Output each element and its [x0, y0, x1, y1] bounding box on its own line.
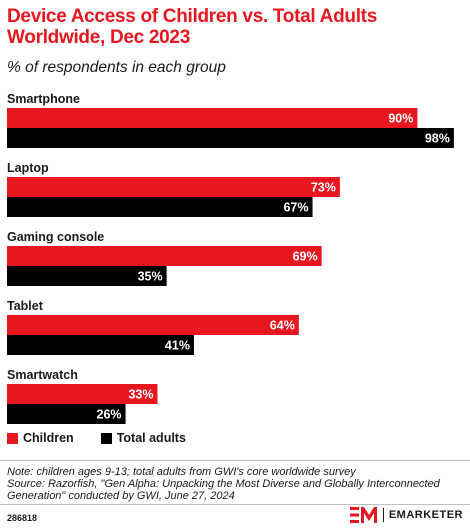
note-text: Note: children ages 9-13; total adults f… — [7, 466, 356, 478]
bar-children-smartphone — [7, 108, 418, 128]
legend: Children Total adults — [7, 431, 213, 445]
value-label-adults-laptop: 67% — [283, 201, 308, 215]
source-text: Source: Razorfish, "Gen Alpha: Unpacking… — [7, 478, 440, 502]
footer-divider-bottom — [0, 504, 470, 505]
bar-adults-tablet — [7, 335, 194, 355]
legend-swatch-children — [7, 432, 18, 444]
brand-divider — [382, 508, 384, 522]
legend-label-children: Children — [23, 431, 74, 445]
bar-children-smartwatch — [7, 384, 158, 404]
value-label-adults-smartphone: 98% — [425, 132, 450, 146]
footer-divider — [0, 460, 470, 461]
category-label-laptop: Laptop — [7, 161, 49, 175]
bar-children-tablet — [7, 315, 299, 335]
value-label-children-gaming-console: 69% — [293, 250, 318, 264]
value-label-adults-tablet: 41% — [165, 339, 190, 353]
bar-children-laptop — [7, 177, 340, 197]
legend-swatch-adults — [100, 432, 112, 444]
bar-adults-smartwatch — [7, 404, 126, 424]
chart-id: 286818 — [7, 513, 38, 523]
category-label-smartwatch: Smartwatch — [7, 368, 78, 382]
value-label-adults-smartwatch: 26% — [97, 408, 122, 422]
bar-adults-laptop — [7, 197, 313, 217]
bar-adults-smartphone — [7, 128, 454, 148]
chart-subtitle: % of respondents in each group — [7, 59, 226, 76]
em-logo-icon — [349, 507, 377, 523]
brand-logo: EMARKETER — [349, 506, 463, 524]
category-label-gaming-console: Gaming console — [7, 230, 104, 244]
value-label-children-smartwatch: 33% — [128, 388, 153, 402]
legend-label-adults: Total adults — [116, 431, 186, 445]
value-label-children-smartphone: 90% — [388, 112, 413, 126]
value-label-adults-gaming-console: 35% — [138, 270, 163, 284]
value-label-children-tablet: 64% — [270, 319, 295, 333]
chart-title: Device Access of Children vs. Total Adul… — [7, 6, 377, 48]
bar-adults-gaming-console — [7, 266, 167, 286]
brand-name: EMARKETER — [388, 509, 463, 521]
legend-item-children: Children — [7, 431, 74, 445]
value-label-children-laptop: 73% — [311, 181, 336, 195]
bar-children-gaming-console — [7, 246, 322, 266]
category-label-smartphone: Smartphone — [7, 92, 80, 106]
footer-note: Note: children ages 9-13; total adults f… — [7, 466, 463, 502]
category-label-tablet: Tablet — [7, 299, 44, 313]
legend-item-adults: Total adults — [100, 431, 186, 445]
